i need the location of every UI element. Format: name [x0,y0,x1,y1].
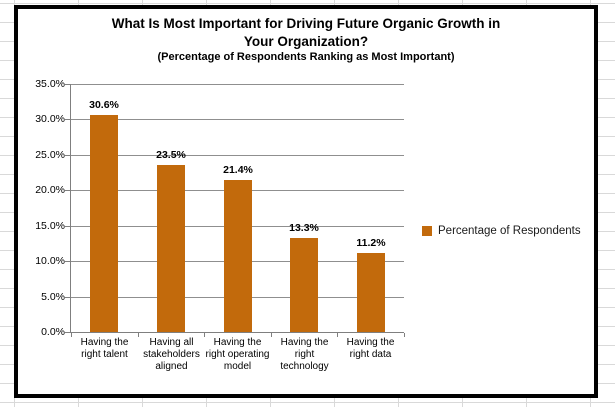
x-axis-tick [271,333,272,337]
bar[interactable] [90,115,118,332]
chart-subtitle[interactable]: (Percentage of Respondents Ranking as Mo… [157,51,455,63]
y-axis-tick [65,226,70,227]
x-axis-category-label: Having all stakeholders aligned [143,337,200,372]
y-axis-tick [65,119,70,120]
chart-object[interactable]: What Is Most Important for Driving Futur… [14,5,598,398]
y-axis-tick-label: 25.0% [35,149,65,161]
x-axis-category-label: Having the right talent [80,337,129,360]
x-axis-category-label: Having the right technology [280,337,329,372]
y-axis-tick [65,84,70,85]
chart-area: What Is Most Important for Driving Futur… [18,9,594,394]
bar[interactable] [357,253,385,332]
y-axis-tick [65,190,70,191]
x-axis-line [65,332,404,333]
y-axis-tick-label: 20.0% [35,184,65,196]
bar-value-label: 11.2% [356,237,386,249]
bar-value-label: 30.6% [89,99,119,111]
y-axis-line [70,84,71,332]
x-axis-tick [404,333,405,337]
x-axis-tick [204,333,205,337]
y-axis-tick-label: 0.0% [41,326,65,338]
bar-value-label: 23.5% [156,149,186,161]
gridline [71,155,404,156]
legend-marker-icon [422,226,432,236]
bar[interactable] [157,165,185,332]
legend[interactable]: Percentage of Respondents [422,225,581,237]
y-axis-tick-label: 30.0% [35,113,65,125]
x-axis-tick [138,333,139,337]
x-axis-category-label: Having the right data [346,337,395,360]
y-axis-tick-label: 5.0% [41,291,65,303]
x-axis-category-label: Having the right operating model [205,337,270,372]
plot-area[interactable]: 30.6% 23.5% 21.4% 13.3% 11.2% [65,84,405,337]
x-axis-tick [337,333,338,337]
y-axis-tick [65,297,70,298]
y-axis-tick-label: 10.0% [35,255,65,267]
legend-label: Percentage of Respondents [438,225,581,237]
bar[interactable] [224,180,252,332]
x-axis-tick [71,333,72,337]
gridline [71,84,404,85]
gridline [71,119,404,120]
y-axis-tick [65,155,70,156]
y-axis-tick-label: 35.0% [35,78,65,90]
bar-value-label: 21.4% [223,164,253,176]
y-axis-tick [65,261,70,262]
chart-title[interactable]: What Is Most Important for Driving Futur… [111,16,501,49]
bar[interactable] [290,238,318,332]
y-axis-tick [65,332,70,333]
y-axis-tick-label: 15.0% [35,220,65,232]
bar-value-label: 13.3% [289,222,319,234]
